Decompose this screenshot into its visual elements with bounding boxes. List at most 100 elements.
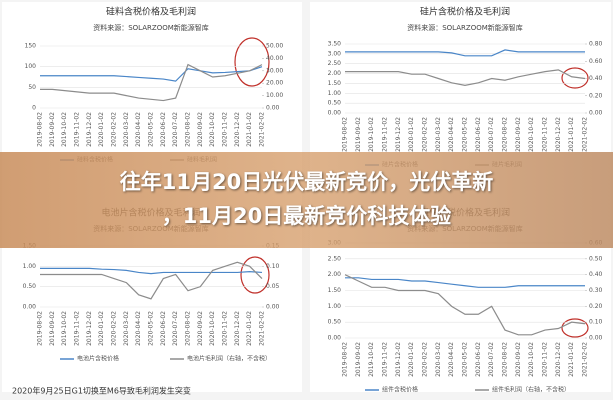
x-tick-label: 2020-07-02 — [488, 342, 495, 377]
x-tick-label: 2020-01-02 — [98, 311, 105, 346]
x-tick-label: 2021-01-02 — [246, 311, 253, 346]
x-tick-label: 2020-09-02 — [515, 117, 522, 152]
series-line — [344, 274, 586, 336]
y-tick-label: 3.50 — [328, 41, 342, 48]
x-tick-label: 2019-10-02 — [368, 117, 375, 152]
y-tick-label: 3.00 — [328, 50, 342, 57]
y2-tick-label: 0.20 — [589, 303, 603, 310]
y-tick-label: 1.00 — [328, 303, 342, 310]
y-tick-label: 0 — [32, 105, 36, 112]
x-tick-label: 2019-12-02 — [395, 342, 402, 377]
x-tick-label: 2020-12-02 — [555, 117, 562, 152]
y-tick-label: 1.00 — [328, 90, 342, 97]
series-line — [345, 277, 585, 288]
y-tick-label: 0.00 — [328, 110, 342, 117]
y-tick-label: 0.50 — [328, 100, 342, 107]
y2-tick-label: 20.00 — [266, 80, 283, 87]
y2-tick-label: 0.50 — [589, 255, 603, 262]
x-tick-label: 2020-10-02 — [528, 117, 535, 152]
y2-tick-label: 0.00 — [589, 110, 603, 117]
x-tick-label: 2020-09-02 — [515, 342, 522, 377]
x-tick-label: 2020-11-02 — [222, 311, 229, 346]
legend-label: 电池片毛利润（右轴，不含税） — [187, 355, 271, 363]
series-line — [345, 69, 586, 87]
x-tick-label: 2019-08-02 — [37, 311, 44, 346]
series-line — [40, 63, 263, 102]
y2-tick-label: 0.40 — [589, 271, 603, 278]
x-tick-label: 2021-01-02 — [568, 117, 575, 152]
x-tick-label: 2020-02-02 — [422, 342, 429, 377]
x-tick-label: 2020-11-02 — [542, 117, 549, 152]
series-line — [40, 267, 263, 275]
chart-title: 硅料含税价格及毛利润 — [106, 6, 196, 18]
x-tick-label: 2019-11-02 — [382, 342, 389, 377]
highlight-circle — [240, 256, 270, 294]
x-tick-label: 2019-10-02 — [368, 342, 375, 377]
y2-tick-label: 0.00 — [266, 105, 280, 112]
series-line — [40, 66, 263, 82]
x-tick-label: 2020-04-02 — [135, 311, 142, 346]
y2-tick-label: 0.80 — [589, 41, 603, 48]
x-tick-label: 2020-05-02 — [148, 311, 155, 346]
y-tick-label: 0.50 — [328, 319, 342, 326]
legend-label: 组件毛利润（右轴，不含税） — [492, 386, 570, 394]
y-tick-label: 0.50 — [23, 283, 37, 290]
headline-banner: 往年11月20日光伏最新竞价，光伏革新 ，11月20日最新竞价科技体验 — [0, 152, 613, 248]
x-tick-label: 2020-03-02 — [435, 117, 442, 152]
x-tick-label: 2019-08-02 — [37, 112, 44, 147]
x-tick-label: 2020-12-02 — [234, 112, 241, 147]
x-tick-label: 2021-01-02 — [246, 112, 253, 147]
x-tick-label: 2020-01-02 — [98, 112, 105, 147]
y2-tick-label: 10.00 — [266, 92, 283, 99]
y-tick-label: 2.50 — [328, 255, 342, 262]
x-tick-label: 2020-06-02 — [160, 112, 167, 147]
y2-tick-label: 50.00 — [266, 43, 283, 50]
x-tick-label: 2019-11-02 — [74, 112, 81, 147]
x-tick-label: 2020-08-02 — [185, 311, 192, 346]
x-tick-label: 2020-06-02 — [475, 342, 482, 377]
y2-tick-label: 30.00 — [266, 67, 283, 74]
y2-tick-label: 0.05 — [266, 283, 280, 290]
x-tick-label: 2020-09-02 — [197, 311, 204, 346]
y-tick-label: 150 — [25, 43, 37, 50]
x-tick-label: 2020-06-02 — [160, 311, 167, 346]
y2-tick-label: 0.40 — [589, 75, 603, 82]
headline: ，11月20日最新竞价科技体验 — [161, 204, 452, 228]
highlight-circle — [234, 37, 270, 87]
y-tick-label: 0.00 — [23, 304, 37, 311]
x-tick-label: 2020-04-02 — [448, 117, 455, 152]
y-tick-label: 100 — [25, 63, 37, 70]
x-tick-label: 2020-02-02 — [111, 112, 118, 147]
y2-tick-label: 40.00 — [266, 55, 283, 62]
highlight-circle — [561, 318, 589, 338]
x-tick-label: 2020-10-02 — [209, 112, 216, 147]
x-tick-label: 2020-07-02 — [172, 311, 179, 346]
headline: 往年11月20日光伏最新竞价，光伏革新 — [119, 170, 494, 194]
x-tick-label: 2020-07-02 — [172, 112, 179, 147]
x-tick-label: 2020-04-02 — [448, 342, 455, 377]
x-tick-label: 2020-04-02 — [135, 112, 142, 147]
y-tick-label: 2.50 — [328, 60, 342, 67]
annotation: 2020年9月25日G1切换至M6导致毛利润发生突变 — [12, 386, 191, 396]
y-tick-label: 0.00 — [328, 335, 342, 342]
x-tick-label: 2019-08-02 — [342, 117, 349, 152]
x-tick-label: 2020-01-02 — [408, 117, 415, 152]
x-tick-label: 2019-12-02 — [86, 311, 93, 346]
x-tick-label: 2019-08-02 — [342, 342, 349, 377]
y2-tick-label: 0.20 — [589, 92, 603, 99]
x-tick-label: 2021-02-02 — [259, 112, 266, 147]
x-tick-label: 2020-03-02 — [123, 112, 130, 147]
x-tick-label: 2019-12-02 — [395, 117, 402, 152]
y2-tick-label: 0.60 — [589, 58, 603, 65]
x-tick-label: 2020-12-02 — [555, 342, 562, 377]
y2-tick-label: 0.30 — [589, 287, 603, 294]
legend-label: 电池片含税价格 — [77, 355, 119, 363]
y-tick-label: 2.00 — [328, 271, 342, 278]
x-tick-label: 2021-02-02 — [259, 311, 266, 346]
series-line — [40, 261, 263, 300]
x-tick-label: 2020-10-02 — [209, 311, 216, 346]
highlight-circle — [561, 67, 589, 89]
x-tick-label: 2019-11-02 — [382, 117, 389, 152]
y-tick-label: 50 — [28, 84, 36, 91]
